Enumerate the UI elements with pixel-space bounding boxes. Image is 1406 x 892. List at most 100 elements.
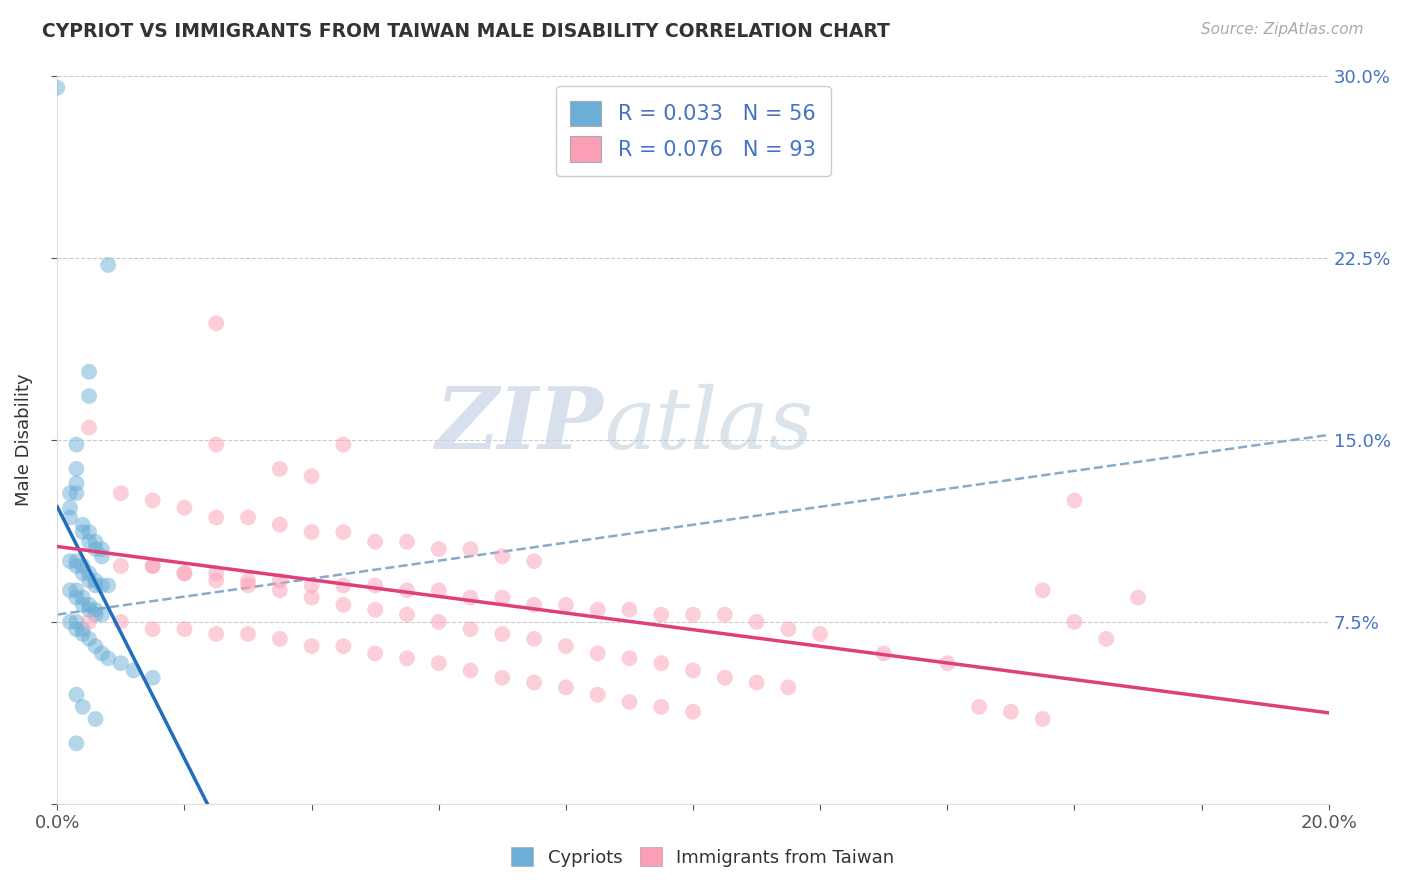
Point	[59, 554, 82, 568]
Point	[650, 607, 672, 622]
Point	[77, 365, 100, 379]
Point	[72, 699, 94, 714]
Point	[65, 462, 87, 476]
Point	[59, 500, 82, 515]
Point	[332, 578, 354, 592]
Point	[808, 627, 831, 641]
Point	[90, 607, 112, 622]
Point	[491, 591, 513, 605]
Point	[332, 639, 354, 653]
Point	[395, 534, 418, 549]
Point	[205, 437, 228, 451]
Point	[59, 583, 82, 598]
Point	[714, 607, 737, 622]
Point	[301, 469, 323, 483]
Point	[554, 681, 576, 695]
Point	[523, 598, 546, 612]
Point	[682, 607, 704, 622]
Point	[84, 534, 107, 549]
Point	[77, 524, 100, 539]
Point	[395, 607, 418, 622]
Point	[586, 603, 609, 617]
Point	[332, 524, 354, 539]
Point	[554, 598, 576, 612]
Point	[97, 258, 120, 272]
Point	[205, 316, 228, 330]
Point	[65, 437, 87, 451]
Legend: Cypriots, Immigrants from Taiwan: Cypriots, Immigrants from Taiwan	[505, 840, 901, 874]
Point	[90, 549, 112, 564]
Point	[745, 615, 768, 629]
Point	[142, 671, 165, 685]
Point	[364, 647, 387, 661]
Point	[778, 681, 800, 695]
Point	[332, 598, 354, 612]
Point	[77, 615, 100, 629]
Point	[1000, 705, 1022, 719]
Point	[65, 476, 87, 491]
Point	[332, 437, 354, 451]
Point	[65, 622, 87, 636]
Point	[110, 559, 132, 574]
Point	[72, 559, 94, 574]
Y-axis label: Male Disability: Male Disability	[15, 374, 32, 506]
Point	[491, 627, 513, 641]
Point	[236, 510, 259, 524]
Point	[65, 615, 87, 629]
Point	[364, 578, 387, 592]
Point	[460, 664, 482, 678]
Point	[619, 603, 641, 617]
Point	[1032, 712, 1054, 726]
Point	[523, 675, 546, 690]
Point	[173, 622, 195, 636]
Point	[72, 598, 94, 612]
Point	[301, 639, 323, 653]
Point	[236, 578, 259, 592]
Point	[72, 627, 94, 641]
Text: ZIP: ZIP	[436, 384, 605, 467]
Point	[77, 534, 100, 549]
Point	[1095, 632, 1118, 646]
Point	[90, 578, 112, 592]
Point	[59, 615, 82, 629]
Point	[269, 462, 291, 476]
Point	[682, 705, 704, 719]
Point	[714, 671, 737, 685]
Point	[142, 493, 165, 508]
Point	[84, 712, 107, 726]
Point	[619, 695, 641, 709]
Point	[77, 389, 100, 403]
Point	[72, 566, 94, 581]
Point	[84, 541, 107, 556]
Point	[77, 420, 100, 434]
Point	[59, 486, 82, 500]
Point	[65, 591, 87, 605]
Point	[77, 566, 100, 581]
Point	[173, 500, 195, 515]
Point	[122, 664, 145, 678]
Point	[364, 534, 387, 549]
Point	[205, 510, 228, 524]
Point	[236, 627, 259, 641]
Point	[65, 688, 87, 702]
Point	[84, 574, 107, 588]
Point	[77, 598, 100, 612]
Text: CYPRIOT VS IMMIGRANTS FROM TAIWAN MALE DISABILITY CORRELATION CHART: CYPRIOT VS IMMIGRANTS FROM TAIWAN MALE D…	[42, 22, 890, 41]
Point	[523, 554, 546, 568]
Point	[395, 583, 418, 598]
Point	[77, 632, 100, 646]
Point	[110, 486, 132, 500]
Point	[301, 578, 323, 592]
Point	[65, 486, 87, 500]
Point	[682, 664, 704, 678]
Point	[205, 566, 228, 581]
Point	[1063, 615, 1085, 629]
Point	[173, 566, 195, 581]
Point	[269, 574, 291, 588]
Point	[1032, 583, 1054, 598]
Point	[84, 607, 107, 622]
Point	[427, 615, 450, 629]
Point	[142, 559, 165, 574]
Point	[205, 627, 228, 641]
Point	[1063, 493, 1085, 508]
